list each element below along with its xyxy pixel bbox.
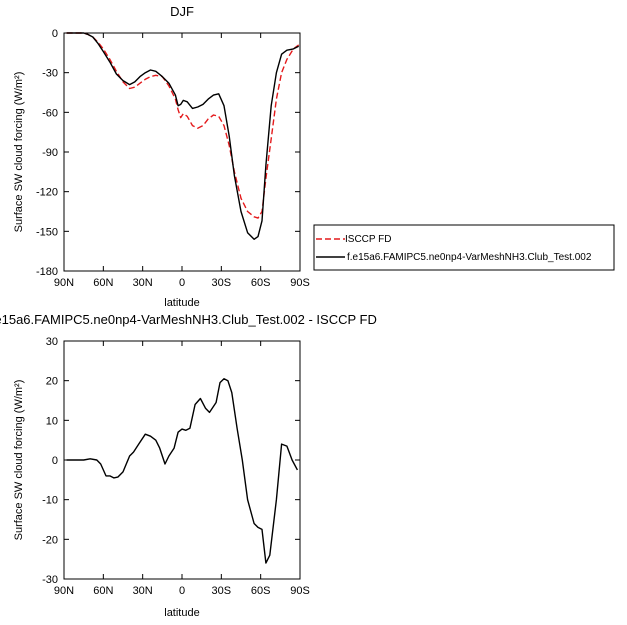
chart-0-xtick-label: 60S <box>251 277 271 289</box>
chart-0-ytick-label: -120 <box>36 187 58 199</box>
bottom-chart-xlabel: latitude <box>164 607 199 619</box>
chart-0-xtick-label: 90S <box>290 277 310 289</box>
chart-1-xtick-label: 60N <box>93 585 113 597</box>
chart-0-xtick-label: 30N <box>133 277 153 289</box>
chart-0-xtick-label: 30S <box>212 277 232 289</box>
chart-0-ytick-label: -150 <box>36 226 58 238</box>
chart-0-xtick-label: 0 <box>179 277 185 289</box>
chart-1-xtick-label: 30N <box>133 585 153 597</box>
chart-0-ytick-label: -90 <box>42 147 58 159</box>
legend-label-isccp: ISCCP FD <box>345 234 392 245</box>
top-chart-title: DJF <box>170 4 194 19</box>
chart-0-xtick-label: 60N <box>93 277 113 289</box>
chart-1-series-0-line <box>66 378 299 564</box>
chart-1-xtick-label: 90S <box>290 585 310 597</box>
chart-0-series-0-line <box>66 32 300 219</box>
chart-0-ytick-label: -60 <box>42 107 58 119</box>
chart-0-ytick-label: 0 <box>52 28 58 40</box>
chart-1-xtick-label: 60S <box>251 585 271 597</box>
legend-box <box>313 224 615 271</box>
top-chart-panel: DJF 90N 60N 30N 0 30S 60S 90S 0 -30 -60 -90 -120 -15… <box>13 4 310 309</box>
chart-0-series-1-line <box>66 32 300 240</box>
chart-1-ytick-label: -20 <box>42 534 58 546</box>
top-chart-xlabel: latitude <box>164 297 199 309</box>
bottom-chart-title: f.e15a6.FAMIPC5.ne0np4-VarMeshNH3.Club_T… <box>0 312 377 327</box>
chart-1-xtick-label: 90N <box>54 585 74 597</box>
chart-0-ytick-label: -30 <box>42 68 58 80</box>
legend-label-model: f.e15a6.FAMIPC5.ne0np4-VarMeshNH3.Club_T… <box>347 252 592 263</box>
chart-0-xtick-label: 90N <box>54 277 74 289</box>
bottom-chart-panel: f.e15a6.FAMIPC5.ne0np4-VarMeshNH3.Club_T… <box>0 312 377 619</box>
chart-1-ytick-label: -30 <box>42 574 58 586</box>
top-chart-legend: ISCCP FD f.e15a6.FAMIPC5.ne0np4-VarMeshN… <box>313 224 615 271</box>
chart-0-ytick-label: -180 <box>36 266 58 278</box>
chart-1-ytick-label: 20 <box>46 376 58 388</box>
chart-1-ytick-label: 0 <box>52 455 58 467</box>
chart-1-ytick-label: 10 <box>46 415 58 427</box>
chart-1-ytick-label: -10 <box>42 495 58 507</box>
bottom-chart-plot-area: 90N 60N 30N 0 30S 60S 90S 30 20 10 0 -10 -20 -30 <box>42 336 310 597</box>
chart-0-frame <box>63 32 301 272</box>
chart-1-xtick-label: 0 <box>179 585 185 597</box>
chart-1-ytick-label: 30 <box>46 336 58 348</box>
top-chart-plot-area: 90N 60N 30N 0 30S 60S 90S 0 -30 -60 -90 -120 -150 -18… <box>36 28 310 289</box>
chart-1-frame <box>63 340 301 580</box>
bottom-chart-ylabel: Surface SW cloud forcing (W/m²) <box>13 380 25 541</box>
top-chart-ylabel: Surface SW cloud forcing (W/m²) <box>13 72 25 233</box>
chart-1-xtick-label: 30S <box>212 585 232 597</box>
